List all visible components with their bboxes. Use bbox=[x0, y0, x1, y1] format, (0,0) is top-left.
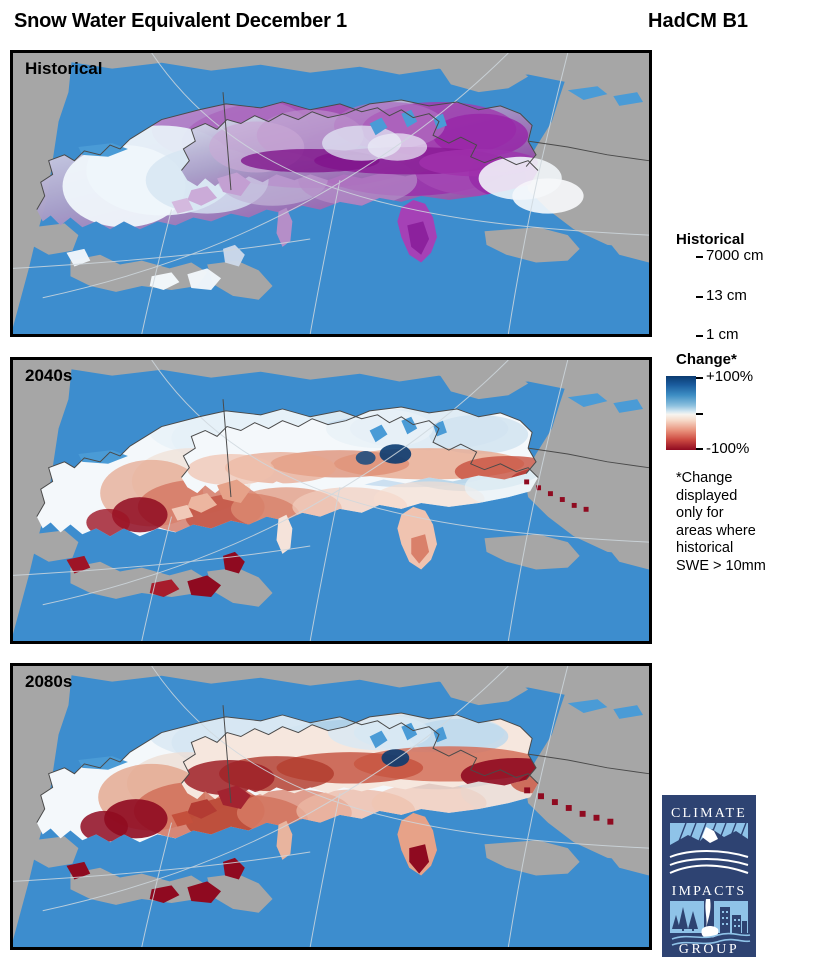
tick-label-change-high: +100% bbox=[706, 368, 754, 385]
logo-text-climate: CLIMATE bbox=[671, 806, 747, 821]
tick-historical-low bbox=[696, 335, 703, 337]
map-canvas-historical bbox=[13, 53, 649, 334]
cig-logo-svg: CLIMATE IMPACTS bbox=[662, 795, 756, 957]
figure-header: Snow Water Equivalent December 1 HadCM B… bbox=[0, 0, 830, 46]
colorbar-historical bbox=[666, 255, 696, 337]
legend-column: Historical 7000 cm 13 cm 1 cm Change* +1… bbox=[658, 50, 830, 960]
swe-field-alaska bbox=[171, 99, 584, 214]
logo-mountain-panel bbox=[669, 822, 749, 874]
coastline-layer bbox=[36, 705, 649, 823]
tick-label-historical-high: 7000 cm bbox=[706, 247, 764, 264]
cig-logo: CLIMATE IMPACTS bbox=[662, 795, 756, 957]
panel-label-2080s: 2080s bbox=[25, 672, 73, 691]
tick-change-low bbox=[696, 448, 703, 450]
map-svg-2040s bbox=[13, 360, 649, 641]
model-scenario-title: HadCM B1 bbox=[648, 10, 749, 32]
legend-footnote: *Change displayed only for areas where h… bbox=[676, 470, 766, 574]
graticule-layer bbox=[13, 360, 649, 641]
logo-text-impacts: IMPACTS bbox=[672, 884, 747, 899]
legend-title-change: Change* bbox=[676, 351, 737, 368]
tick-historical-mid bbox=[696, 296, 703, 298]
map-svg-2080s bbox=[13, 666, 649, 947]
panel-label-2040s: 2040s bbox=[25, 366, 73, 385]
map-panel-2080s: 2080s bbox=[10, 663, 652, 950]
logo-text-group: GROUP bbox=[679, 942, 739, 957]
map-canvas-2080s bbox=[13, 666, 649, 947]
map-svg-historical bbox=[13, 53, 649, 334]
coastline-layer bbox=[36, 92, 649, 210]
legend-title-historical: Historical bbox=[676, 231, 745, 248]
graticule-layer bbox=[13, 666, 649, 947]
page-title: Snow Water Equivalent December 1 bbox=[14, 10, 347, 32]
tick-historical-high bbox=[696, 256, 703, 258]
tick-label-historical-mid: 13 cm bbox=[706, 287, 747, 304]
panel-label-historical: Historical bbox=[25, 59, 103, 78]
colorbar-change bbox=[666, 376, 696, 450]
tick-change-high bbox=[696, 377, 703, 379]
graticule-layer bbox=[13, 53, 649, 334]
lakes-layer bbox=[78, 86, 644, 157]
map-panel-2040s: 2040s bbox=[10, 357, 652, 644]
tick-label-historical-low: 1 cm bbox=[706, 326, 739, 343]
coastline-layer bbox=[36, 399, 649, 517]
map-panel-historical: Historical bbox=[10, 50, 652, 337]
tick-change-mid bbox=[696, 413, 703, 415]
tick-label-change-low: -100% bbox=[706, 440, 750, 457]
map-canvas-2040s bbox=[13, 360, 649, 641]
logo-forest-city-panel bbox=[670, 899, 751, 946]
